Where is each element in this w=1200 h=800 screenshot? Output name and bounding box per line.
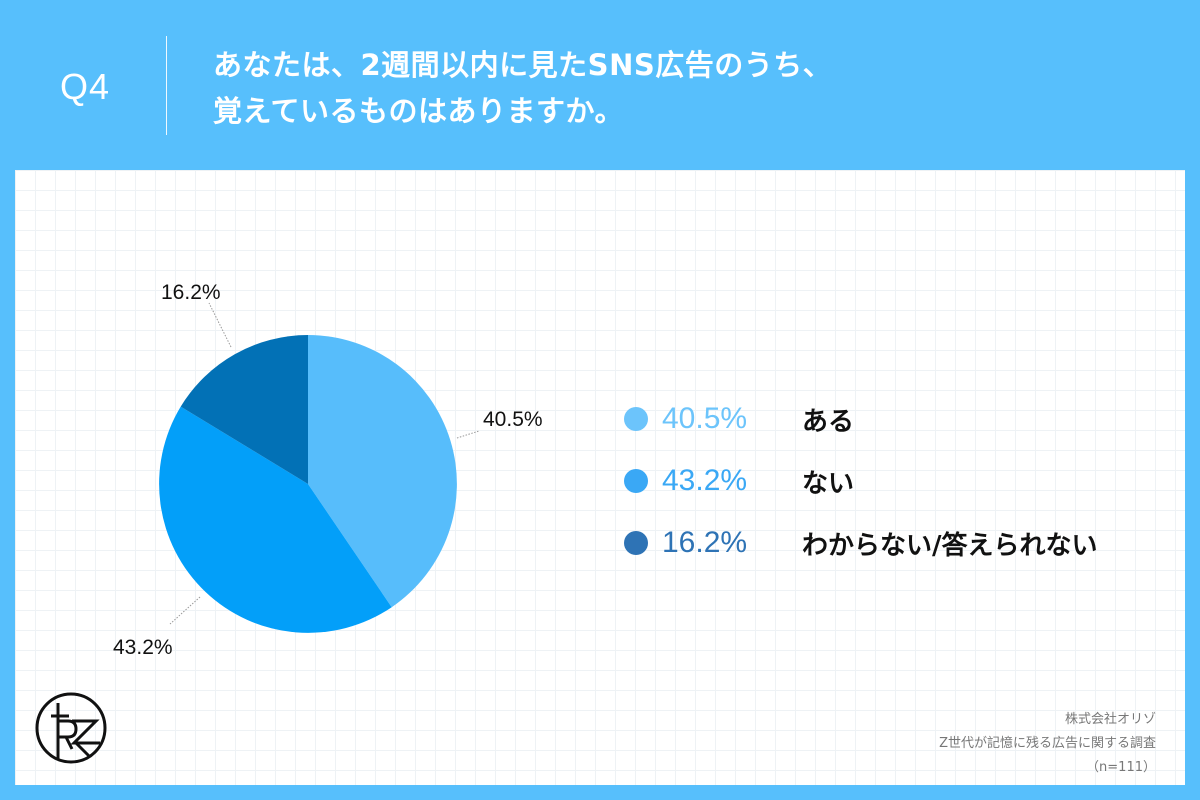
credit-company: 株式会社オリゾ (1064, 712, 1156, 727)
question-title-line2: 覚えているものはありますか。 (213, 94, 624, 128)
pie-label-slice3: 16.2% (161, 281, 221, 304)
legend: 40.5% ある 43.2% ない 16.2% わからない/答えられない (620, 388, 1098, 574)
legend-dot-icon (624, 407, 648, 431)
orizo-logo-icon (34, 691, 108, 769)
leader-line-slice3 (208, 302, 232, 348)
credit: 株式会社オリゾ Z世代が記憶に残る広告に関する調査 （n=111） (939, 708, 1156, 780)
pie-label-slice1: 40.5% (483, 408, 543, 431)
legend-label: わからない/答えられない (802, 530, 1098, 561)
legend-dot-icon (624, 531, 648, 555)
pie-label-slice2: 43.2% (113, 636, 173, 659)
legend-label: ある (802, 406, 855, 437)
legend-dot-icon (624, 469, 648, 493)
leader-line-slice1 (456, 430, 480, 439)
legend-item-nai: 43.2% ない (620, 450, 1098, 512)
legend-pct: 43.2% (662, 464, 748, 497)
leader-line-slice2 (169, 596, 201, 625)
pie-chart (159, 302, 480, 633)
question-title-line1: あなたは、2週間以内に見たSNS広告のうち、 (213, 48, 833, 82)
legend-pct: 16.2% (662, 526, 748, 559)
legend-item-aru: 40.5% ある (620, 388, 1098, 450)
credit-sample-size: （n=111） (1086, 760, 1156, 775)
question-number: Q4 (60, 66, 111, 107)
legend-label: ない (802, 468, 855, 499)
header-divider (166, 36, 167, 135)
pie-slice-aru (308, 335, 457, 608)
question-title: あなたは、2週間以内に見たSNS広告のうち、 覚えているものはありますか。 (213, 42, 832, 134)
pie-slice-nai (159, 406, 392, 633)
header: Q4 あなたは、2週間以内に見たSNS広告のうち、 覚えているものはありますか。 (0, 0, 1200, 170)
chart-card: 40.5% 43.2% 16.2% (15, 170, 1185, 785)
legend-item-wakaranai: 16.2% わからない/答えられない (620, 512, 1098, 574)
legend-pct: 40.5% (662, 402, 748, 435)
pie-slice-wakaranai (180, 335, 308, 484)
credit-survey: Z世代が記憶に残る広告に関する調査 (939, 736, 1156, 751)
